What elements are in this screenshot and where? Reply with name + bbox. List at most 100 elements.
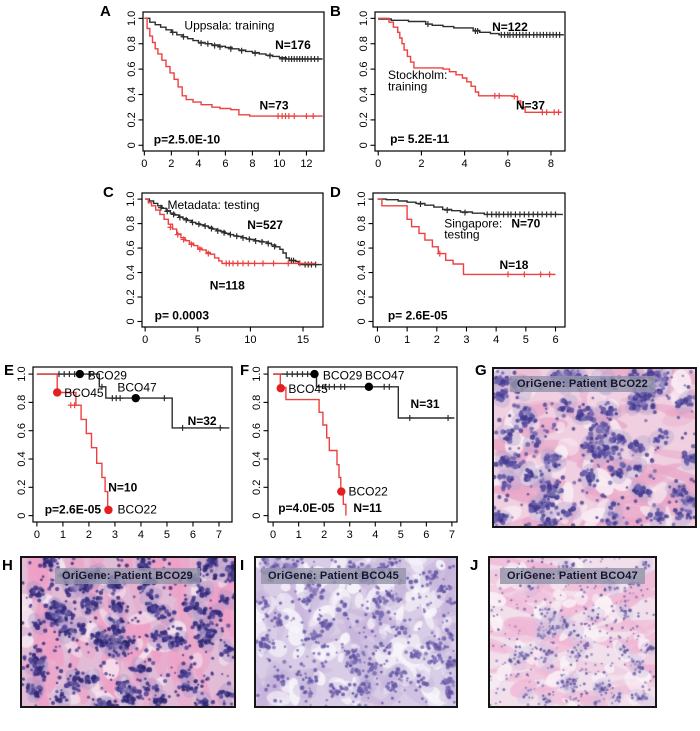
event-dot-BCO47 xyxy=(364,382,374,392)
svg-text:Stockholm:: Stockholm: xyxy=(388,68,447,82)
event-dot-BCO22 xyxy=(104,505,113,515)
svg-text:BCO29: BCO29 xyxy=(88,368,128,382)
svg-text:4: 4 xyxy=(372,529,378,541)
svg-text:N=11: N=11 xyxy=(353,501,382,515)
svg-text:Metadata: testing: Metadata: testing xyxy=(168,198,260,212)
svg-text:0.2: 0.2 xyxy=(125,289,137,304)
svg-text:4: 4 xyxy=(138,529,144,541)
event-dot-BCO29 xyxy=(75,369,85,379)
event-dot-BCO45 xyxy=(276,384,285,393)
svg-text:7: 7 xyxy=(216,529,222,541)
svg-text:0.4: 0.4 xyxy=(125,265,137,280)
panel-letter-i: I xyxy=(240,557,245,574)
svg-text:2: 2 xyxy=(434,334,440,346)
svg-text:N=10: N=10 xyxy=(108,480,137,494)
panel-letter-c: C xyxy=(103,184,114,201)
svg-text:6: 6 xyxy=(505,158,511,170)
svg-text:0.8: 0.8 xyxy=(251,395,263,410)
svg-text:p=2.6E-05: p=2.6E-05 xyxy=(45,502,102,516)
svg-text:1.0: 1.0 xyxy=(16,366,28,381)
svg-text:BCO45: BCO45 xyxy=(64,386,104,400)
svg-text:N=118: N=118 xyxy=(210,278,245,292)
panel-letter-b: B xyxy=(330,3,341,20)
svg-text:10: 10 xyxy=(244,334,256,346)
svg-text:0.8: 0.8 xyxy=(16,395,28,410)
svg-text:1: 1 xyxy=(404,334,410,346)
svg-text:0.6: 0.6 xyxy=(125,240,137,255)
svg-text:0: 0 xyxy=(356,318,368,324)
histology-panel-i: OriGene: Patient BCO45 xyxy=(254,556,458,708)
svg-text:8: 8 xyxy=(548,158,554,170)
svg-text:6: 6 xyxy=(190,529,196,541)
svg-text:0.4: 0.4 xyxy=(251,451,263,466)
histology-panel-h: OriGene: Patient BCO29 xyxy=(20,556,236,708)
km-panel-D: 0 1 2 3 4 5 6 0 0.2 0.4 0.6 0.8 1.0 Singapore:testing… xyxy=(356,191,566,346)
svg-text:0.8: 0.8 xyxy=(356,216,368,231)
svg-text:N=31: N=31 xyxy=(411,397,440,411)
svg-text:0.8: 0.8 xyxy=(358,36,370,51)
svg-text:7: 7 xyxy=(449,529,455,541)
histology-image-bco22 xyxy=(494,369,695,526)
panel-letter-g: G xyxy=(475,362,487,379)
svg-text:0: 0 xyxy=(141,158,147,170)
svg-text:0: 0 xyxy=(34,529,40,541)
svg-text:0.4: 0.4 xyxy=(358,87,370,102)
event-dot-BCO45 xyxy=(52,388,62,397)
km-panel-B: 0 2 4 6 8 0 0.2 0.4 0.6 0.8 1.0 Stockholm:training N… xyxy=(358,11,566,170)
svg-text:6: 6 xyxy=(423,529,429,541)
svg-text:testing: testing xyxy=(444,228,479,242)
svg-text:2: 2 xyxy=(86,529,92,541)
svg-text:BCO22: BCO22 xyxy=(118,502,158,516)
svg-text:0.8: 0.8 xyxy=(125,216,137,231)
panel-letter-h: H xyxy=(2,557,13,574)
histology-panel-j: OriGene: Patient BCO47 xyxy=(488,556,657,708)
svg-text:10: 10 xyxy=(273,158,285,170)
histology-label-i: OriGene: Patient BCO45 xyxy=(261,568,406,584)
svg-text:N=18: N=18 xyxy=(499,258,528,272)
svg-text:15: 15 xyxy=(297,334,309,346)
histology-label-g: OriGene: Patient BCO22 xyxy=(510,376,655,392)
svg-text:0: 0 xyxy=(374,334,380,346)
svg-text:0: 0 xyxy=(125,318,137,324)
svg-text:0.2: 0.2 xyxy=(251,480,263,495)
svg-text:6: 6 xyxy=(222,158,228,170)
svg-text:1: 1 xyxy=(296,529,302,541)
km-panel-F: 0 1 2 3 4 5 6 7 0 0.2 0.4 0.6 0.8 1.0 BCO29 BCO47 BCO45 N… xyxy=(251,366,458,541)
svg-text:5: 5 xyxy=(398,529,404,541)
svg-text:2: 2 xyxy=(418,158,424,170)
svg-text:1.0: 1.0 xyxy=(126,11,138,26)
svg-text:N=73: N=73 xyxy=(260,98,289,112)
svg-text:5: 5 xyxy=(164,529,170,541)
svg-text:1.0: 1.0 xyxy=(358,11,370,26)
km-panel-C: 0 5 10 15 0 0.2 0.4 0.6 0.8 1.0 Metadata: testing N… xyxy=(125,191,324,346)
svg-text:0.2: 0.2 xyxy=(16,480,28,495)
svg-text:BCO47: BCO47 xyxy=(117,381,157,395)
svg-text:3: 3 xyxy=(347,529,353,541)
svg-text:0.6: 0.6 xyxy=(126,61,138,76)
svg-text:12: 12 xyxy=(300,158,312,170)
svg-text:0: 0 xyxy=(126,142,138,148)
svg-text:Singapore:: Singapore: xyxy=(444,217,502,231)
svg-text:0: 0 xyxy=(251,513,263,519)
svg-text:p= 5.2E-11: p= 5.2E-11 xyxy=(390,132,449,146)
svg-text:3: 3 xyxy=(112,529,118,541)
svg-text:6: 6 xyxy=(552,334,558,346)
svg-text:0: 0 xyxy=(375,158,381,170)
event-dot-BCO22 xyxy=(337,487,346,496)
svg-text:BCO47: BCO47 xyxy=(365,368,405,382)
svg-text:N=32: N=32 xyxy=(188,414,217,428)
svg-text:0.8: 0.8 xyxy=(126,36,138,51)
svg-text:N=122: N=122 xyxy=(492,20,528,34)
svg-text:BCO29: BCO29 xyxy=(323,368,363,382)
panel-letter-e: E xyxy=(4,362,15,379)
histology-label-j: OriGene: Patient BCO47 xyxy=(500,568,645,584)
panel-letter-d: D xyxy=(330,184,341,201)
svg-text:2: 2 xyxy=(168,158,174,170)
svg-text:0.4: 0.4 xyxy=(126,87,138,102)
km-panel-A: 0 2 4 6 8 10 12 0 0.2 0.4 0.6 0.8 1.0 Uppsala: traini… xyxy=(126,11,325,170)
svg-text:0: 0 xyxy=(142,334,148,346)
svg-text:3: 3 xyxy=(463,334,469,346)
km-panel-E: 0 1 2 3 4 5 6 7 0 0.2 0.4 0.6 0.8 1.0 BCO29 BCO45 BCO47 N… xyxy=(16,366,233,541)
